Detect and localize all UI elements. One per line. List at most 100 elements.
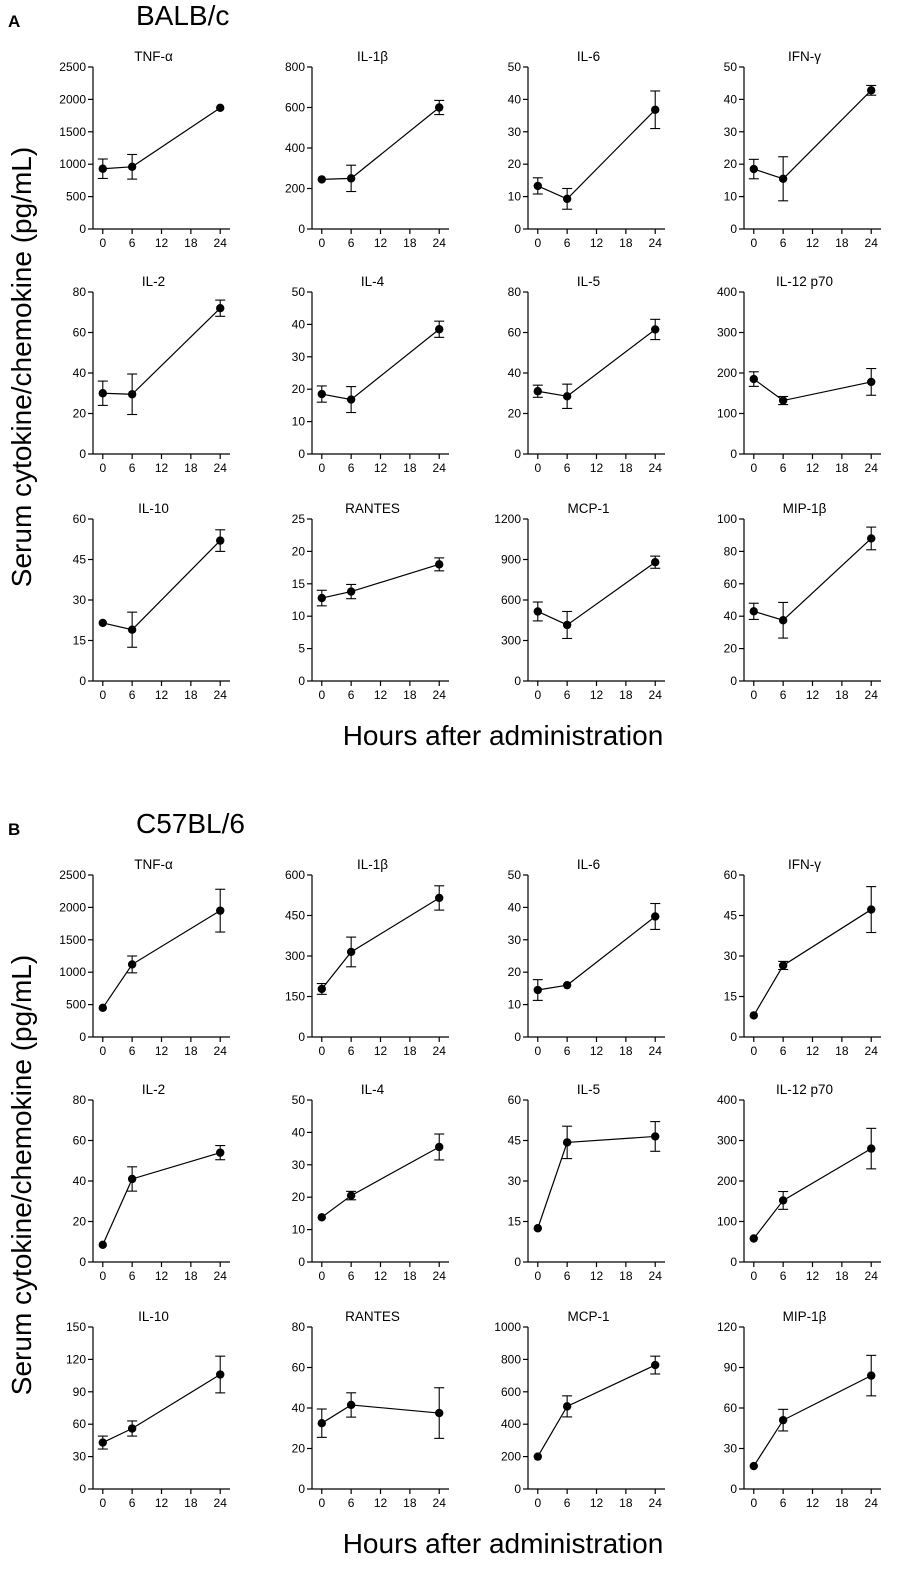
- subplot-title: IL-5: [577, 274, 600, 289]
- y-tick-label: 10: [508, 190, 522, 204]
- series-line: [321, 328, 440, 401]
- y-tick-label: 400: [501, 1417, 521, 1431]
- data-point: [317, 593, 326, 603]
- data-point: [127, 162, 137, 171]
- data-point: [216, 906, 225, 915]
- subplot-title: MCP-1: [567, 1309, 609, 1324]
- y-tick-label: 0: [514, 1255, 521, 1269]
- data-point: [533, 1224, 542, 1233]
- y-tick-label: 0: [730, 222, 737, 236]
- data-point: [435, 1142, 444, 1152]
- subplot-il-1-: IL-1β 0 150 300 450 600 0 6 12 18 24: [285, 857, 449, 1058]
- y-tick-label: 20: [724, 642, 738, 656]
- x-axis-label: Hours after administration: [342, 1528, 664, 1559]
- y-tick-label: 30: [292, 350, 306, 364]
- y-tick-label: 40: [292, 317, 306, 331]
- subplot-rantes: RANTES 0 20 40 60 80 0 6 12 18 24: [292, 1309, 449, 1510]
- subplot-title: IL-4: [361, 274, 385, 289]
- data-point: [533, 985, 542, 995]
- y-tick-label: 0: [79, 447, 86, 461]
- subplot-mip-1-: MIP-1β 0 20 40 60 80 100 0 6 12 18 24: [717, 501, 881, 702]
- y-tick-label: 0: [730, 1482, 737, 1496]
- x-tick-label: 6: [780, 1044, 787, 1058]
- x-tick-label: 0: [318, 688, 325, 702]
- y-tick-label: 2500: [59, 868, 86, 882]
- x-tick-label: 18: [403, 1044, 417, 1058]
- data-point: [651, 105, 660, 114]
- y-tick-label: 15: [292, 577, 306, 591]
- data-point: [749, 374, 758, 384]
- data-point: [533, 181, 542, 191]
- y-tick-label: 10: [292, 415, 306, 429]
- x-tick-label: 6: [564, 688, 571, 702]
- y-tick-label: 20: [292, 1442, 306, 1456]
- x-tick-label: 0: [99, 461, 106, 475]
- x-tick-label: 0: [534, 1269, 541, 1283]
- x-axis-label: Hours after administration: [342, 720, 664, 751]
- x-tick-label: 0: [99, 688, 106, 702]
- x-tick-label: 0: [750, 1496, 757, 1510]
- x-tick-label: 24: [214, 236, 228, 250]
- data-point: [127, 625, 137, 634]
- series-line: [102, 1374, 221, 1444]
- x-tick-label: 24: [433, 1044, 447, 1058]
- y-tick-label: 1500: [59, 933, 86, 947]
- series-line: [753, 1148, 872, 1239]
- y-tick-label: 100: [717, 512, 737, 526]
- x-tick-label: 6: [129, 1044, 136, 1058]
- y-tick-label: 500: [66, 998, 86, 1012]
- data-point: [867, 377, 876, 387]
- data-point: [533, 607, 542, 616]
- x-tick-label: 0: [318, 1044, 325, 1058]
- series-line: [753, 89, 872, 180]
- x-tick-label: 24: [433, 688, 447, 702]
- subplot-title: IL-12 p70: [776, 1082, 833, 1097]
- subplot-il-12-p70: IL-12 p70 0 100 200 300 400 0 6 12 18 24: [717, 1082, 881, 1283]
- x-tick-label: 18: [619, 236, 633, 250]
- x-tick-label: 0: [99, 1269, 106, 1283]
- y-tick-label: 0: [514, 222, 521, 236]
- x-tick-label: 18: [184, 236, 198, 250]
- y-tick-label: 0: [79, 674, 86, 688]
- x-tick-label: 0: [99, 1044, 106, 1058]
- subplot-title: RANTES: [345, 1309, 400, 1324]
- x-tick-label: 12: [374, 1044, 388, 1058]
- subplot-title: RANTES: [345, 501, 400, 516]
- y-tick-label: 0: [514, 447, 521, 461]
- y-tick-label: 20: [292, 544, 306, 558]
- x-tick-label: 18: [835, 236, 849, 250]
- data-point: [651, 1360, 660, 1370]
- strain-title: C57BL/6: [136, 808, 245, 839]
- x-tick-label: 12: [155, 461, 169, 475]
- y-tick-label: 30: [73, 593, 87, 607]
- y-tick-label: 50: [508, 868, 522, 882]
- y-tick-label: 80: [508, 285, 522, 299]
- data-point: [317, 1213, 326, 1222]
- data-point: [749, 1011, 758, 1020]
- subplot-il-5: IL-5 0 15 30 45 60 0 6 12 18 24: [508, 1082, 665, 1283]
- y-tick-label: 800: [501, 1352, 521, 1366]
- data-point: [317, 984, 326, 994]
- y-tick-label: 400: [717, 285, 737, 299]
- data-point: [317, 175, 326, 184]
- y-tick-label: 0: [298, 1030, 305, 1044]
- x-tick-label: 6: [348, 236, 355, 250]
- y-tick-label: 60: [508, 1093, 522, 1107]
- y-tick-label: 60: [292, 1361, 306, 1375]
- data-point: [98, 1003, 107, 1013]
- data-point: [216, 1370, 225, 1379]
- data-point: [346, 587, 356, 596]
- subplot-il-12-p70: IL-12 p70 0 100 200 300 400 0 6 12 18 24: [717, 274, 881, 475]
- subplot-title: TNF-α: [134, 857, 173, 872]
- y-tick-label: 60: [724, 1401, 738, 1415]
- x-tick-label: 0: [534, 1496, 541, 1510]
- y-tick-label: 150: [285, 990, 305, 1004]
- x-tick-label: 12: [590, 1269, 604, 1283]
- y-tick-label: 30: [508, 1174, 522, 1188]
- x-tick-label: 0: [318, 461, 325, 475]
- series-line: [321, 563, 440, 599]
- subplot-il-4: IL-4 0 10 20 30 40 50 0 6 12 18 24: [292, 1082, 449, 1283]
- y-tick-label: 0: [298, 1482, 305, 1496]
- data-point: [127, 1424, 137, 1433]
- subplot-title: IL-6: [577, 857, 600, 872]
